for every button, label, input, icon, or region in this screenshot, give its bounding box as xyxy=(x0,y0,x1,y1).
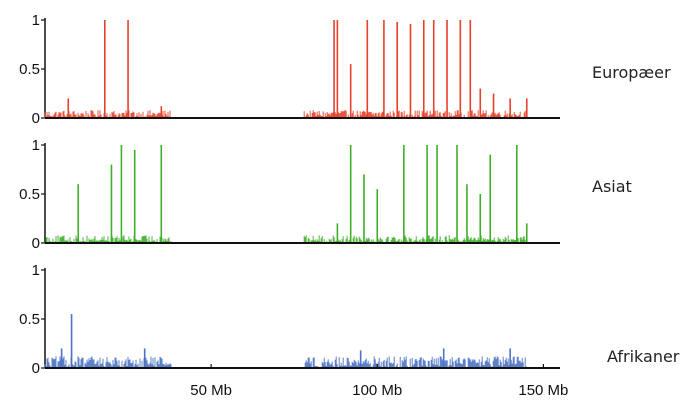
y-tick-label: 0.5 xyxy=(19,61,40,78)
y-tick-label: 0 xyxy=(32,235,40,252)
series-label: Asiat xyxy=(592,177,632,196)
y-tick-label: 1 xyxy=(32,262,40,279)
panel-1: 0 0.5 1 Asiat xyxy=(19,137,632,252)
series-label: Afrikaner xyxy=(607,347,680,366)
series-baseline-2 xyxy=(44,356,527,368)
panel-0: 0 0.5 1 Europæer xyxy=(19,12,671,127)
y-tick-label: 0.5 xyxy=(19,311,40,328)
series-baseline-0 xyxy=(44,110,527,118)
series-label: Europæer xyxy=(592,63,671,82)
y-tick-label: 0 xyxy=(32,360,40,377)
x-tick-label: 150 Mb xyxy=(518,382,568,399)
y-tick-label: 1 xyxy=(32,137,40,154)
x-tick-label: 100 Mb xyxy=(352,382,402,399)
y-tick-label: 1 xyxy=(32,12,40,29)
y-tick-label: 0.5 xyxy=(19,186,40,203)
panel-2: 0 0.5 1 Afrikaner xyxy=(19,262,680,377)
series-baseline-1 xyxy=(44,235,527,243)
x-tick-label: 50 Mb xyxy=(190,382,232,399)
y-tick-label: 0 xyxy=(32,110,40,127)
